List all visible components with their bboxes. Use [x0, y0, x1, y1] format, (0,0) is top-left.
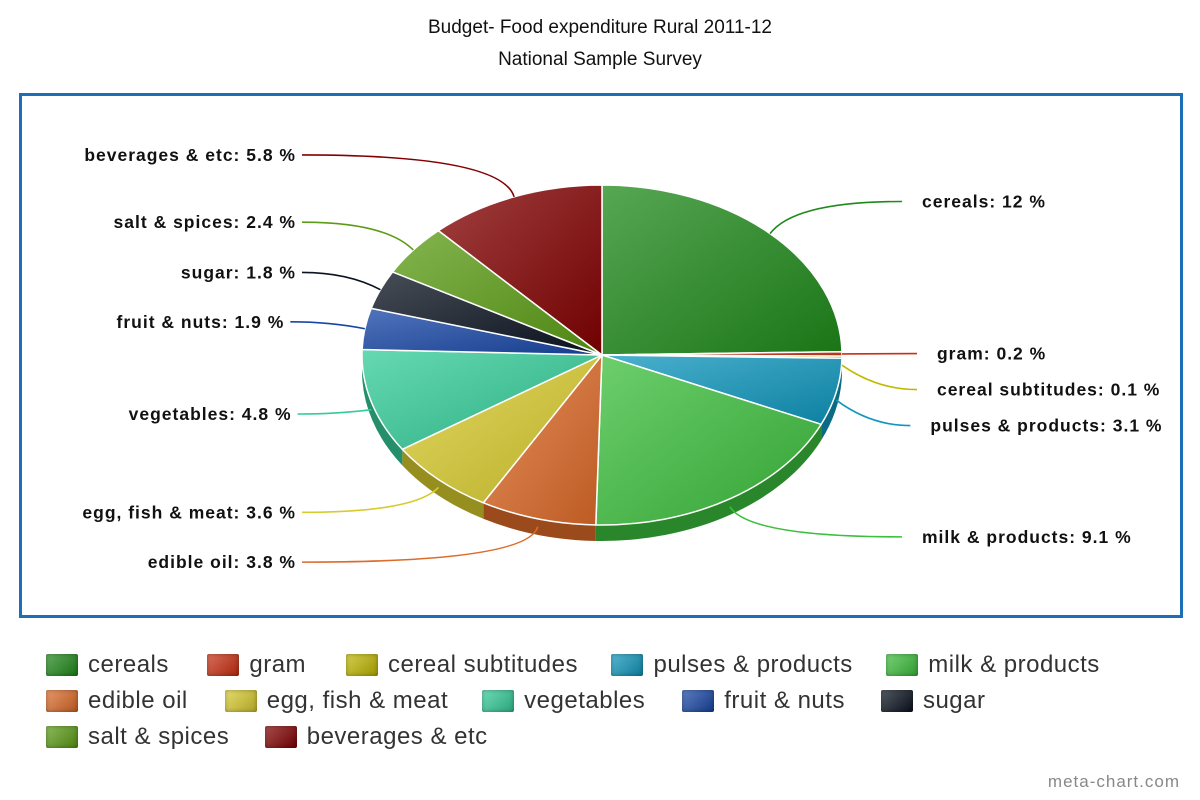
credit-text: meta-chart.com — [1047, 772, 1180, 791]
legend-label-cereals: cereals — [88, 651, 169, 678]
legend-label-pulses-and-products: pulses & products — [653, 651, 853, 678]
legend-item-salt-and-spices[interactable]: salt & spices — [46, 722, 229, 752]
pie-chart: cereals: 12 % gram: 0.2 % cereal subtitude… — [82, 145, 1162, 572]
chart-title-block: Budget- Food expenditure Rural 2011-12 N… — [0, 12, 1200, 76]
slice-labels-layer: cereals: 12 % gram: 0.2 % cereal subtitude… — [82, 145, 1162, 572]
legend-item-beverages-and-etc[interactable]: beverages & etc — [264, 722, 488, 752]
leader-line-sugar — [301, 271, 381, 291]
legend-swatch-milk-and-products — [886, 654, 919, 676]
slice-label-vegetables: vegetables: 4.8 % — [129, 404, 292, 424]
legend-item-cereal-subtitudes[interactable]: cereal subtitudes — [346, 650, 578, 680]
leader-line-egg-fish-and-meat — [301, 486, 440, 514]
chart-title: Budget- Food expenditure Rural 2011-12 — [428, 17, 772, 38]
slice-milk-and-products — [595, 354, 822, 526]
legend-swatch-sugar — [880, 690, 913, 712]
legend-swatch-egg-fish-and-meat — [224, 690, 257, 712]
legend-label-milk-and-products: milk & products — [928, 651, 1100, 678]
slice-vegetables — [361, 348, 603, 451]
legend-item-cereals[interactable]: cereals — [46, 650, 169, 680]
chart-subtitle: National Sample Survey — [498, 49, 702, 70]
chart-frame: cereals: 12 % gram: 0.2 % cereal subtitude… — [19, 93, 1183, 618]
leader-line-milk-and-products — [729, 506, 903, 538]
legend-label-beverages-and-etc: beverages & etc — [306, 723, 488, 750]
legend-swatch-vegetables — [482, 690, 515, 712]
legend-item-vegetables[interactable]: vegetables — [482, 686, 645, 716]
legend-label-gram: gram — [249, 651, 307, 678]
slice-label-gram: gram: 0.2 % — [937, 344, 1046, 364]
legend-swatch-salt-and-spices — [46, 726, 78, 748]
slice-egg-fish-and-meat — [401, 354, 603, 504]
slice-label-cereals: cereals: 12 % — [922, 192, 1046, 212]
slice-side-edible-oil — [483, 502, 596, 541]
legend-swatch-cereal-subtitudes — [346, 654, 379, 676]
leader-line-pulses-and-products — [835, 399, 911, 427]
legend-swatch-edible-oil — [46, 690, 78, 712]
slice-label-sugar: sugar: 1.8 % — [181, 262, 296, 282]
slice-label-salt-and-spices: salt & spices: 2.4 % — [114, 212, 296, 232]
leader-line-cereal-subtitudes — [841, 364, 917, 391]
slice-label-cereal-subtitudes: cereal subtitudes: 0.1 % — [937, 380, 1160, 400]
slice-side-egg-fish-and-meat — [402, 449, 484, 519]
legend-item-egg-fish-and-meat[interactable]: egg, fish & meat — [224, 686, 449, 716]
leader-line-beverages-and-etc — [301, 154, 515, 198]
legend-item-fruit-and-nuts[interactable]: fruit & nuts — [682, 686, 845, 716]
slice-label-edible-oil: edible oil: 3.8 % — [148, 552, 296, 572]
legend-label-sugar: sugar — [922, 687, 986, 714]
legend-item-milk-and-products[interactable]: milk & products — [886, 650, 1100, 680]
slice-cereals — [601, 184, 843, 356]
legend-label-cereal-subtitudes: cereal subtitudes — [388, 651, 578, 678]
slice-edible-oil — [482, 354, 603, 526]
legend-item-sugar[interactable]: sugar — [880, 686, 986, 716]
legend-item-gram[interactable]: gram — [207, 650, 306, 680]
legend-label-edible-oil: edible oil — [88, 687, 188, 714]
slice-label-milk-and-products: milk & products: 9.1 % — [922, 527, 1132, 547]
legend-label-fruit-and-nuts: fruit & nuts — [724, 687, 845, 714]
leader-line-edible-oil — [301, 526, 539, 563]
legend-swatch-pulses-and-products — [611, 654, 644, 676]
slice-side-pulses-and-products — [821, 358, 842, 441]
legend-swatch-gram — [207, 654, 240, 676]
leader-line-cereals — [769, 200, 903, 235]
leader-line-salt-and-spices — [301, 221, 414, 251]
slice-beverages-and-etc — [437, 184, 603, 356]
leader-lines-layer — [290, 154, 917, 563]
leader-line-vegetables — [297, 408, 372, 415]
legend-swatch-cereals — [46, 654, 78, 676]
slice-label-fruit-and-nuts: fruit & nuts: 1.9 % — [117, 312, 285, 332]
legend-label-vegetables: vegetables — [524, 687, 646, 714]
legend-item-edible-oil[interactable]: edible oil — [46, 686, 188, 716]
legend-label-salt-and-spices: salt & spices — [88, 723, 230, 750]
legend-swatch-beverages-and-etc — [264, 726, 297, 748]
slice-label-beverages-and-etc: beverages & etc: 5.8 % — [84, 145, 296, 165]
legend-swatch-fruit-and-nuts — [682, 690, 715, 712]
pie-slices-layer — [361, 184, 843, 526]
legend-item-pulses-and-products[interactable]: pulses & products — [611, 650, 852, 680]
slice-side-milk-and-products — [595, 424, 822, 541]
slice-label-pulses-and-products: pulses & products: 3.1 % — [930, 416, 1162, 436]
slice-label-egg-fish-and-meat: egg, fish & meat: 3.6 % — [82, 502, 296, 522]
legend-label-egg-fish-and-meat: egg, fish & meat — [266, 687, 449, 714]
leader-line-fruit-and-nuts — [290, 320, 366, 330]
